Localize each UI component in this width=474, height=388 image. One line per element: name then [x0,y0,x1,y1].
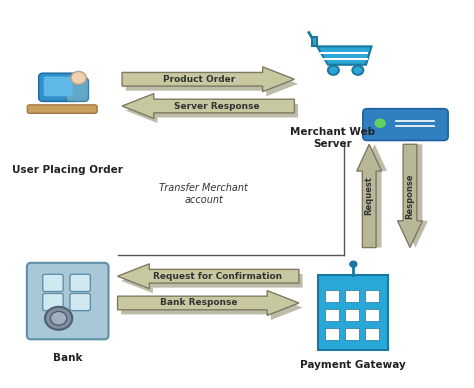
FancyBboxPatch shape [325,309,339,321]
Text: Request for Confirmation: Request for Confirmation [153,272,282,281]
Polygon shape [126,71,298,96]
Text: User Placing Order: User Placing Order [12,165,123,175]
Text: Transfer Merchant
account: Transfer Merchant account [159,183,248,205]
FancyBboxPatch shape [39,73,78,101]
FancyBboxPatch shape [44,76,73,96]
FancyBboxPatch shape [27,263,109,340]
FancyBboxPatch shape [27,105,97,113]
Polygon shape [118,291,299,315]
FancyBboxPatch shape [319,275,388,350]
FancyBboxPatch shape [345,309,359,321]
Circle shape [328,66,339,75]
FancyBboxPatch shape [363,109,448,140]
Circle shape [353,66,363,75]
Text: Bank: Bank [53,353,82,363]
FancyBboxPatch shape [43,293,63,311]
FancyBboxPatch shape [345,328,359,340]
FancyBboxPatch shape [43,274,63,291]
Circle shape [50,312,67,325]
Polygon shape [311,37,317,47]
Polygon shape [398,144,422,248]
FancyBboxPatch shape [70,293,91,311]
Polygon shape [118,264,299,289]
Circle shape [350,261,357,267]
FancyBboxPatch shape [365,290,379,302]
Text: Product Order: Product Order [163,75,235,84]
Text: Merchant Web
Server: Merchant Web Server [291,127,375,149]
Circle shape [45,307,72,330]
Polygon shape [357,144,382,248]
Text: Bank Response: Bank Response [160,298,238,308]
FancyBboxPatch shape [70,274,91,291]
Polygon shape [126,98,298,123]
FancyBboxPatch shape [325,290,339,302]
FancyBboxPatch shape [325,328,339,340]
FancyBboxPatch shape [365,309,379,321]
Text: Response: Response [406,173,414,219]
FancyBboxPatch shape [365,328,379,340]
FancyBboxPatch shape [66,78,89,101]
Polygon shape [121,268,302,293]
Polygon shape [122,67,294,92]
Polygon shape [362,144,387,248]
Text: Request: Request [365,177,374,215]
Text: Payment Gateway: Payment Gateway [301,360,406,371]
Circle shape [71,71,86,84]
Polygon shape [317,47,372,65]
Polygon shape [122,94,294,118]
Text: Server Response: Server Response [174,102,260,111]
FancyBboxPatch shape [345,290,359,302]
Polygon shape [121,295,302,320]
Circle shape [374,118,386,128]
Polygon shape [403,144,428,248]
